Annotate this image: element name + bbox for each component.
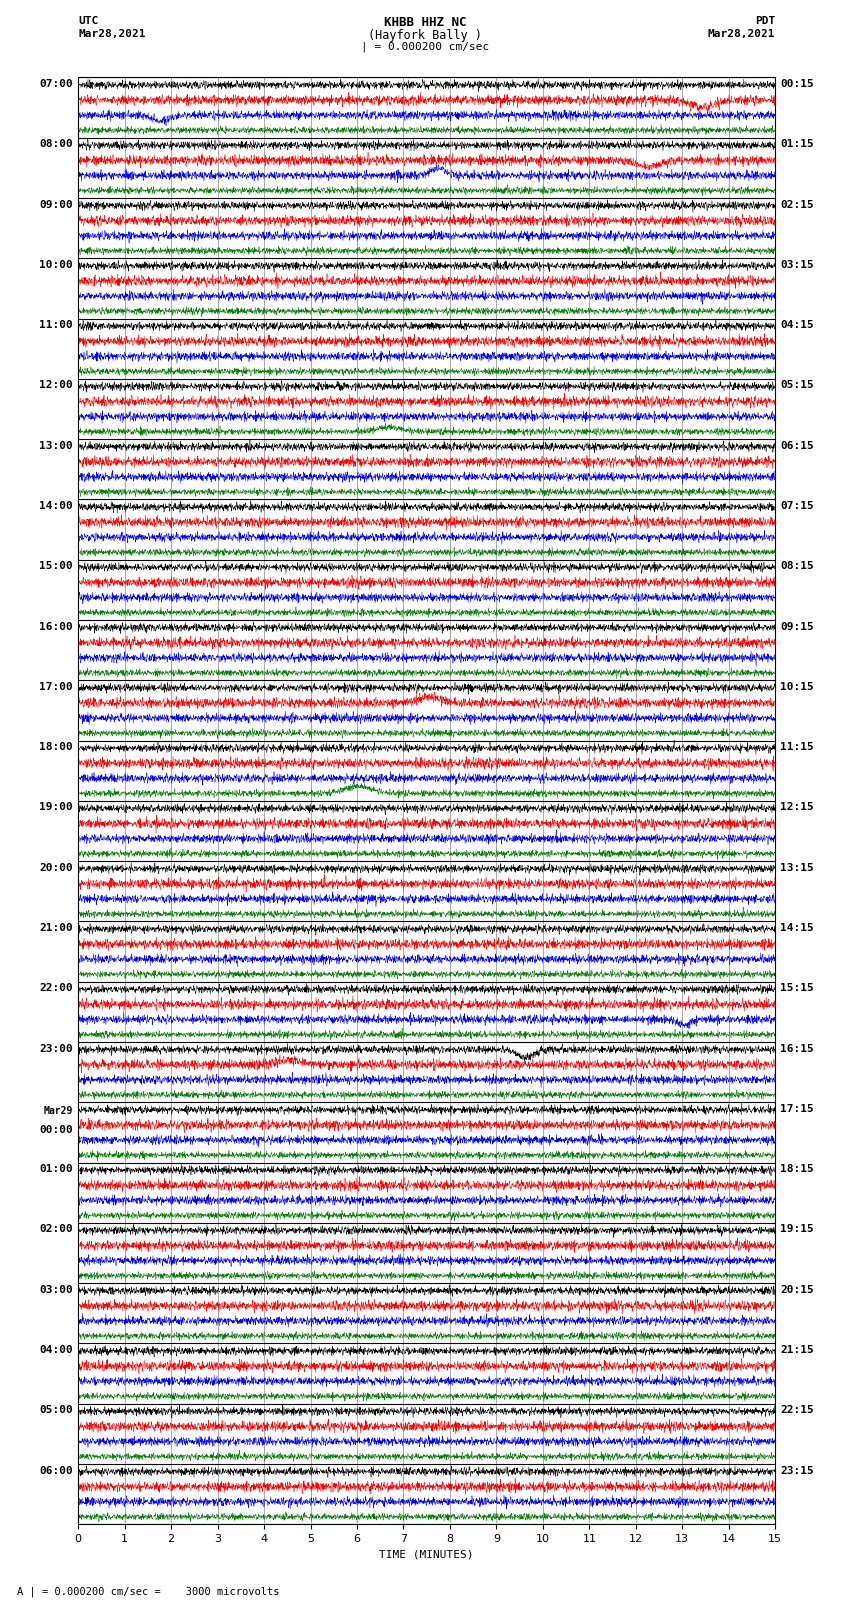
Text: 12:15: 12:15 bbox=[780, 803, 814, 813]
Text: 17:15: 17:15 bbox=[780, 1103, 814, 1115]
Text: 07:15: 07:15 bbox=[780, 502, 814, 511]
Text: Mar28,2021: Mar28,2021 bbox=[708, 29, 775, 39]
Text: PDT: PDT bbox=[755, 16, 775, 26]
Text: 14:00: 14:00 bbox=[39, 502, 73, 511]
Text: 16:00: 16:00 bbox=[39, 621, 73, 632]
Text: 22:00: 22:00 bbox=[39, 984, 73, 994]
Text: 04:15: 04:15 bbox=[780, 319, 814, 331]
Text: 17:00: 17:00 bbox=[39, 682, 73, 692]
Text: KHBB HHZ NC: KHBB HHZ NC bbox=[383, 16, 467, 29]
Text: 01:00: 01:00 bbox=[39, 1165, 73, 1174]
Text: 08:15: 08:15 bbox=[780, 561, 814, 571]
Text: 15:00: 15:00 bbox=[39, 561, 73, 571]
Text: 09:15: 09:15 bbox=[780, 621, 814, 632]
Text: 10:15: 10:15 bbox=[780, 682, 814, 692]
Text: Mar28,2021: Mar28,2021 bbox=[78, 29, 145, 39]
Text: 10:00: 10:00 bbox=[39, 260, 73, 269]
Text: 13:00: 13:00 bbox=[39, 440, 73, 450]
Text: 04:00: 04:00 bbox=[39, 1345, 73, 1355]
Text: 21:00: 21:00 bbox=[39, 923, 73, 932]
Text: 07:00: 07:00 bbox=[39, 79, 73, 89]
Text: 03:00: 03:00 bbox=[39, 1284, 73, 1295]
Text: Mar29: Mar29 bbox=[43, 1105, 73, 1116]
Text: 22:15: 22:15 bbox=[780, 1405, 814, 1415]
Text: 01:15: 01:15 bbox=[780, 139, 814, 150]
Text: 13:15: 13:15 bbox=[780, 863, 814, 873]
Text: 00:15: 00:15 bbox=[780, 79, 814, 89]
Text: 03:15: 03:15 bbox=[780, 260, 814, 269]
Text: 18:00: 18:00 bbox=[39, 742, 73, 752]
Text: 09:00: 09:00 bbox=[39, 200, 73, 210]
Text: UTC: UTC bbox=[78, 16, 99, 26]
Text: 14:15: 14:15 bbox=[780, 923, 814, 932]
Text: (Hayfork Bally ): (Hayfork Bally ) bbox=[368, 29, 482, 42]
Text: | = 0.000200 cm/sec: | = 0.000200 cm/sec bbox=[361, 42, 489, 53]
Text: 12:00: 12:00 bbox=[39, 381, 73, 390]
Text: 16:15: 16:15 bbox=[780, 1044, 814, 1053]
Text: 19:00: 19:00 bbox=[39, 803, 73, 813]
Text: 05:15: 05:15 bbox=[780, 381, 814, 390]
Text: 21:15: 21:15 bbox=[780, 1345, 814, 1355]
Text: 05:00: 05:00 bbox=[39, 1405, 73, 1415]
Text: 20:15: 20:15 bbox=[780, 1284, 814, 1295]
Text: 08:00: 08:00 bbox=[39, 139, 73, 150]
Text: 19:15: 19:15 bbox=[780, 1224, 814, 1234]
X-axis label: TIME (MINUTES): TIME (MINUTES) bbox=[379, 1550, 474, 1560]
Text: 23:15: 23:15 bbox=[780, 1466, 814, 1476]
Text: 00:00: 00:00 bbox=[39, 1124, 73, 1136]
Text: 23:00: 23:00 bbox=[39, 1044, 73, 1053]
Text: 20:00: 20:00 bbox=[39, 863, 73, 873]
Text: 02:00: 02:00 bbox=[39, 1224, 73, 1234]
Text: 11:15: 11:15 bbox=[780, 742, 814, 752]
Text: A | = 0.000200 cm/sec =    3000 microvolts: A | = 0.000200 cm/sec = 3000 microvolts bbox=[17, 1586, 280, 1597]
Text: 06:15: 06:15 bbox=[780, 440, 814, 450]
Text: 11:00: 11:00 bbox=[39, 319, 73, 331]
Text: 18:15: 18:15 bbox=[780, 1165, 814, 1174]
Text: 02:15: 02:15 bbox=[780, 200, 814, 210]
Text: 06:00: 06:00 bbox=[39, 1466, 73, 1476]
Text: 15:15: 15:15 bbox=[780, 984, 814, 994]
